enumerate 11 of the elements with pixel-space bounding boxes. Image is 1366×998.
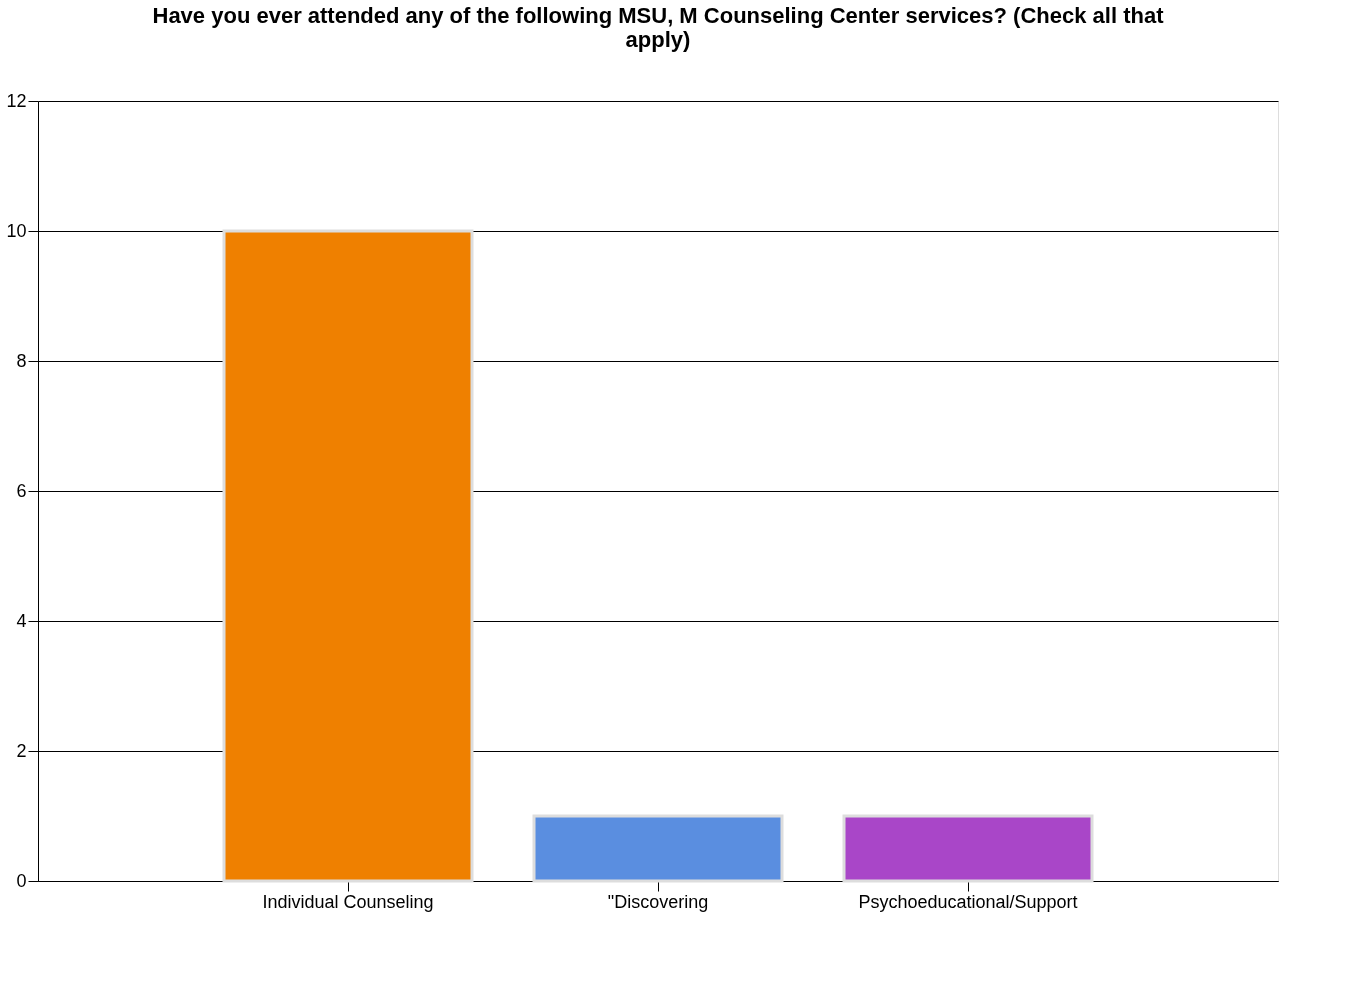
x-tick-label: Psychoeducational/Support xyxy=(858,891,1078,912)
y-tick-label: 0 xyxy=(16,870,27,891)
y-tick-label: 10 xyxy=(6,220,27,241)
y-tick-label: 2 xyxy=(16,740,27,761)
y-tick-label: 6 xyxy=(16,480,27,501)
x-tick-label: Individual Counseling xyxy=(262,891,434,912)
chart-title: Have you ever attended any of the following MSU, M Counseling Center services? (Check all that apply) xyxy=(152,3,1165,52)
y-tick-label: 4 xyxy=(16,610,27,631)
x-tick-label: "Discovering xyxy=(607,891,709,912)
y-tick-label: 12 xyxy=(6,90,27,111)
y-tick-label: 8 xyxy=(16,350,27,371)
